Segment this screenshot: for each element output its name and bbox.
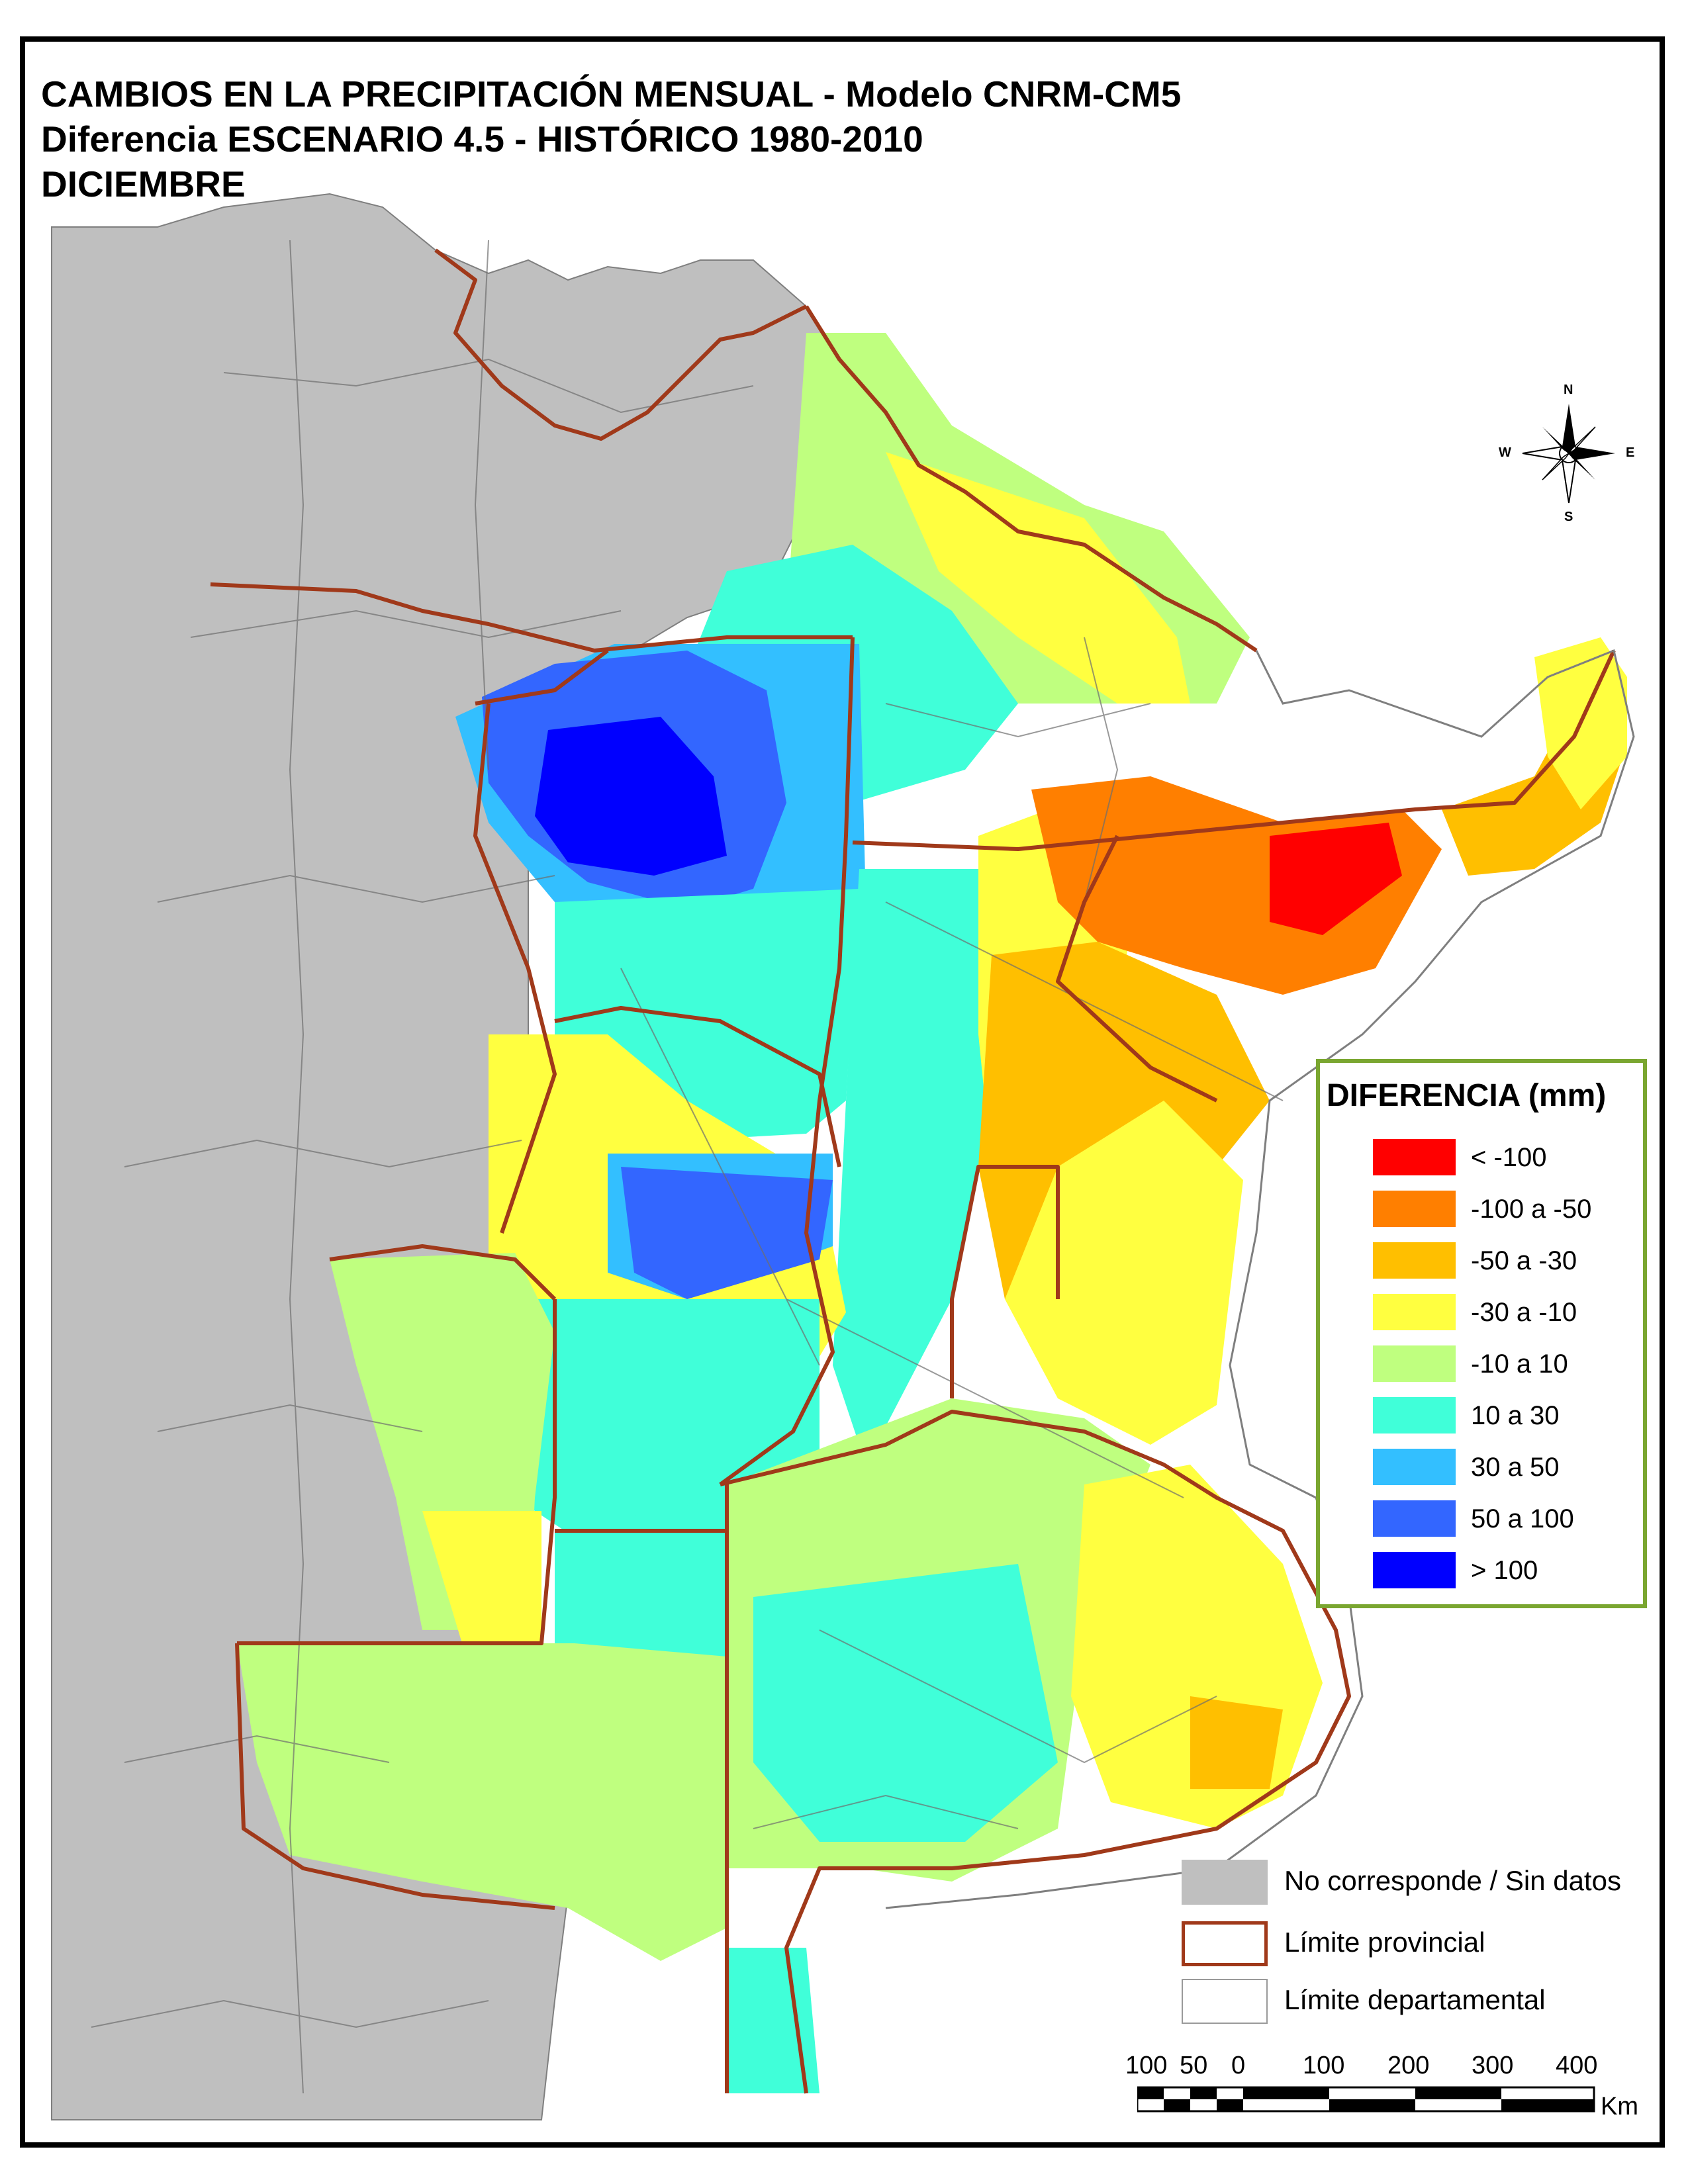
province-boundaries bbox=[210, 248, 1616, 2094]
province-boundary-label: Límite provincial bbox=[1284, 1927, 1485, 1958]
scale-unit-label: Km bbox=[1601, 2093, 1638, 2120]
legend-swatch bbox=[1373, 1139, 1456, 1175]
scale-tick-label: 50 bbox=[1180, 2052, 1208, 2079]
compass-w-label: W bbox=[1499, 445, 1511, 460]
map-title-line-1: CAMBIOS EN LA PRECIPITACIÓN MENSUAL - Mo… bbox=[41, 73, 1182, 114]
legend-title: DIFERENCIA (mm) bbox=[1327, 1078, 1607, 1113]
title-block: CAMBIOS EN LA PRECIPITACIÓN MENSUAL - Mo… bbox=[41, 71, 1181, 206]
compass-s-label: S bbox=[1564, 510, 1573, 524]
legend-swatch bbox=[1373, 1500, 1456, 1537]
scale-tick-label: 200 bbox=[1387, 2052, 1430, 2079]
scale-tick-label: 0 bbox=[1231, 2052, 1246, 2079]
legend-label: 50 a 100 bbox=[1471, 1504, 1574, 1533]
department-boundaries bbox=[91, 240, 1284, 2094]
department-boundary-swatch bbox=[1182, 1979, 1268, 2024]
legend-label: -50 a -30 bbox=[1471, 1246, 1577, 1275]
legend-label: -100 a -50 bbox=[1471, 1195, 1592, 1224]
legend-label: -30 a -10 bbox=[1471, 1298, 1577, 1327]
scale-bar: 100 50 0 100 200 300 400 Km bbox=[1125, 2052, 1638, 2131]
scale-tick-label: 100 bbox=[1303, 2052, 1345, 2079]
legend-label: > 100 bbox=[1471, 1556, 1538, 1585]
legend-label: -10 a 10 bbox=[1471, 1349, 1568, 1379]
legend-swatch bbox=[1373, 1242, 1456, 1279]
legend-label: < -100 bbox=[1471, 1143, 1547, 1172]
legend-swatch bbox=[1373, 1397, 1456, 1433]
province-boundary-swatch bbox=[1182, 1921, 1268, 1966]
no-data-swatch bbox=[1182, 1860, 1268, 1905]
map-title-line-3: DICIEMBRE bbox=[41, 163, 246, 205]
map-canvas bbox=[51, 193, 1635, 2120]
legend-swatch bbox=[1373, 1449, 1456, 1485]
precip-zones bbox=[237, 333, 1627, 2093]
legend-swatch bbox=[1373, 1345, 1456, 1382]
legend: DIFERENCIA (mm) < -100 -100 a -50 -50 a … bbox=[1316, 1059, 1647, 1608]
no-data-label: No corresponde / Sin datos bbox=[1284, 1865, 1621, 1896]
scale-tick-label: 100 bbox=[1125, 2052, 1168, 2079]
legend-swatch bbox=[1373, 1552, 1456, 1588]
scale-tick-label: 400 bbox=[1556, 2052, 1598, 2079]
compass-n-label: N bbox=[1564, 383, 1573, 397]
compass-e-label: E bbox=[1626, 445, 1635, 460]
legend-swatch bbox=[1373, 1191, 1456, 1227]
compass-rose-icon bbox=[1522, 404, 1615, 504]
map-title-line-2: Diferencia ESCENARIO 4.5 - HISTÓRICO 198… bbox=[41, 118, 923, 159]
scale-bar-graphic bbox=[1137, 2086, 1595, 2113]
legend-label: 10 a 30 bbox=[1471, 1401, 1560, 1430]
scale-tick-label: 300 bbox=[1472, 2052, 1514, 2079]
department-boundary-label: Límite departamental bbox=[1284, 1984, 1546, 2015]
legend-swatch bbox=[1373, 1294, 1456, 1330]
legend-label: 30 a 50 bbox=[1471, 1453, 1560, 1482]
